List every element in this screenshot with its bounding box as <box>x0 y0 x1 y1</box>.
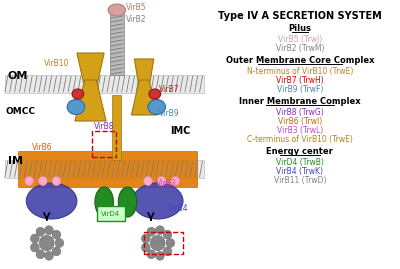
Bar <box>5 160 204 178</box>
Ellipse shape <box>108 4 126 16</box>
Ellipse shape <box>55 239 64 247</box>
Polygon shape <box>77 53 104 88</box>
Ellipse shape <box>30 234 39 243</box>
Ellipse shape <box>38 176 47 186</box>
Text: VirB9: VirB9 <box>159 109 179 119</box>
Text: Outer Membrane Core Complex: Outer Membrane Core Complex <box>226 56 374 65</box>
Ellipse shape <box>156 251 164 260</box>
Ellipse shape <box>148 100 166 115</box>
Text: N-terminus of VirB10 (TrwE): N-terminus of VirB10 (TrwE) <box>247 67 353 76</box>
Ellipse shape <box>36 227 45 236</box>
Ellipse shape <box>25 176 34 186</box>
Ellipse shape <box>95 187 114 217</box>
Ellipse shape <box>142 234 150 243</box>
Text: VirB8: VirB8 <box>94 122 115 131</box>
Ellipse shape <box>118 187 137 217</box>
Ellipse shape <box>156 226 164 235</box>
Text: VirB4 (TrwK): VirB4 (TrwK) <box>276 167 323 176</box>
Ellipse shape <box>147 227 156 236</box>
Text: VirB4: VirB4 <box>168 204 188 213</box>
Text: Energy center: Energy center <box>266 147 333 156</box>
Text: VirD4 (TrwB): VirD4 (TrwB) <box>276 158 324 167</box>
Text: IM: IM <box>8 156 23 166</box>
Ellipse shape <box>147 250 156 259</box>
Text: VirB2 (TrwM): VirB2 (TrwM) <box>276 44 324 53</box>
Text: VirB6: VirB6 <box>32 143 53 152</box>
Ellipse shape <box>171 176 180 186</box>
Ellipse shape <box>30 243 39 252</box>
Ellipse shape <box>44 251 53 260</box>
Text: Inner Membrane Complex: Inner Membrane Complex <box>239 97 361 106</box>
Text: VirB5 (TrwJ): VirB5 (TrwJ) <box>278 35 322 44</box>
Ellipse shape <box>150 235 165 250</box>
Ellipse shape <box>26 183 77 219</box>
Ellipse shape <box>163 247 172 256</box>
Text: VirB9 (TrwF): VirB9 (TrwF) <box>277 85 323 94</box>
FancyBboxPatch shape <box>97 206 125 221</box>
Text: VirB3 (TrwL): VirB3 (TrwL) <box>277 126 323 135</box>
Text: VirD4: VirD4 <box>102 211 120 217</box>
Bar <box>112 95 121 160</box>
Ellipse shape <box>132 183 183 219</box>
Text: Type IV A SECRETION SYSTEM: Type IV A SECRETION SYSTEM <box>218 11 382 21</box>
Text: VirB10: VirB10 <box>44 59 69 68</box>
Text: VirB2: VirB2 <box>126 15 146 23</box>
Ellipse shape <box>52 176 61 186</box>
Text: VirB8 (TrwG): VirB8 (TrwG) <box>276 108 324 117</box>
Bar <box>110 12 124 75</box>
Text: VirB11: VirB11 <box>152 240 175 246</box>
Text: VirB3: VirB3 <box>156 179 176 188</box>
Ellipse shape <box>40 235 54 250</box>
Text: VirB7 (TrwH): VirB7 (TrwH) <box>276 76 324 85</box>
Ellipse shape <box>36 250 45 259</box>
Ellipse shape <box>67 100 85 115</box>
Ellipse shape <box>144 176 152 186</box>
Ellipse shape <box>142 243 150 252</box>
Text: IMC: IMC <box>170 126 191 136</box>
Ellipse shape <box>163 230 172 239</box>
Polygon shape <box>75 80 106 121</box>
Text: VirB5: VirB5 <box>126 3 146 12</box>
Text: VirB11 (TrwD): VirB11 (TrwD) <box>274 176 326 185</box>
Ellipse shape <box>52 247 61 256</box>
Bar <box>5 75 204 93</box>
Ellipse shape <box>72 89 84 99</box>
Ellipse shape <box>44 226 53 235</box>
Text: VirB6 (TrwI): VirB6 (TrwI) <box>278 117 322 126</box>
Text: Pilus: Pilus <box>288 24 311 33</box>
Text: C-terminus of VirB10 (TrwE): C-terminus of VirB10 (TrwE) <box>247 135 353 144</box>
Ellipse shape <box>52 230 61 239</box>
Text: OMCC: OMCC <box>6 107 36 116</box>
Text: VirB7: VirB7 <box>159 86 179 94</box>
Bar <box>18 151 197 187</box>
Polygon shape <box>134 59 154 88</box>
Polygon shape <box>132 80 157 115</box>
Ellipse shape <box>157 176 166 186</box>
Ellipse shape <box>149 89 161 99</box>
Ellipse shape <box>166 239 175 247</box>
Text: OM: OM <box>8 71 28 81</box>
